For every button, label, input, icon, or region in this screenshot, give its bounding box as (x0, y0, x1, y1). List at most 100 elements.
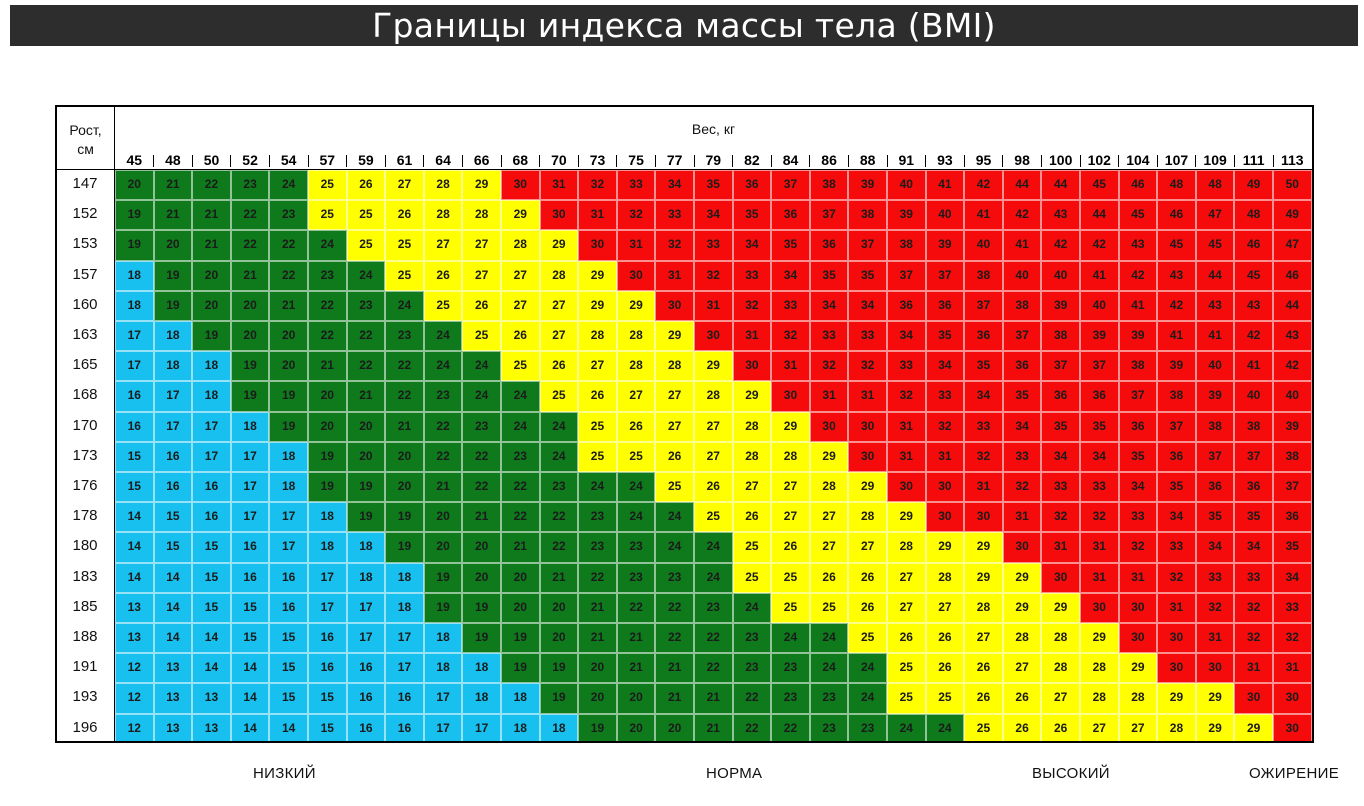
weight-label: 66 (473, 152, 490, 168)
bmi-cell: 38 (1002, 290, 1042, 321)
bmi-cell: 31 (964, 472, 1003, 503)
bmi-cell: 21 (539, 562, 579, 593)
bmi-cell: 27 (809, 502, 849, 533)
bmi-cell: 28 (616, 351, 656, 382)
bmi-cell: 49 (1234, 170, 1273, 201)
bmi-cell: 31 (771, 351, 810, 382)
bmi-cell: 41 (1195, 321, 1235, 352)
bmi-cell: 40 (1041, 260, 1080, 291)
bmi-cell: 32 (1234, 592, 1273, 623)
bmi-cell: 44 (1195, 260, 1235, 291)
bmi-cell: 40 (1195, 351, 1235, 382)
bmi-cell: 25 (887, 653, 926, 684)
bmi-cell: 17 (192, 411, 231, 442)
bmi-cell: 36 (1080, 381, 1119, 412)
bmi-cell: 23 (655, 562, 694, 593)
bmi-cell: 33 (732, 260, 772, 291)
bmi-cell: 33 (1080, 472, 1119, 503)
weight-label: 48 (165, 152, 181, 168)
bmi-cell: 20 (269, 321, 308, 352)
bmi-cell: 23 (616, 532, 656, 563)
bmi-cell: 18 (346, 562, 386, 593)
bmi-cell: 24 (848, 683, 887, 714)
bmi-cell: 21 (655, 683, 694, 714)
bmi-cell: 23 (501, 441, 540, 472)
bmi-cell: 21 (385, 411, 424, 442)
bmi-cell: 20 (192, 260, 231, 291)
bmi-cell: 23 (616, 562, 656, 593)
bmi-cell: 28 (462, 200, 501, 231)
bmi-cell: 27 (771, 472, 810, 503)
bmi-cell: 31 (539, 170, 579, 201)
bmi-cell: 23 (578, 502, 617, 533)
bmi-cell: 35 (848, 260, 887, 291)
bmi-cell: 14 (269, 713, 308, 741)
bmi-cell: 24 (848, 653, 887, 684)
bmi-cell: 29 (1118, 653, 1158, 684)
bmi-cell: 24 (616, 502, 656, 533)
weight-label: 104 (1126, 152, 1150, 168)
bmi-cell: 20 (385, 472, 424, 503)
bmi-cell: 14 (192, 653, 231, 684)
bmi-cell: 43 (1041, 200, 1080, 231)
bmi-cell: 20 (423, 502, 463, 533)
weight-label: 61 (396, 152, 413, 168)
bmi-cell: 42 (964, 170, 1003, 201)
bmi-cell: 22 (385, 351, 424, 382)
bmi-cell: 17 (269, 502, 308, 533)
bmi-cell: 23 (385, 321, 424, 352)
bmi-cell: 22 (230, 230, 270, 261)
bmi-cell: 26 (385, 200, 424, 231)
bmi-cell: 18 (385, 562, 424, 593)
weight-label: 95 (975, 152, 992, 168)
weight-separator (886, 155, 888, 167)
bmi-cell: 27 (578, 351, 617, 382)
bmi-cell: 25 (578, 441, 617, 472)
legend-label-normal: НОРМА (706, 765, 763, 782)
weight-separator (191, 155, 193, 167)
bmi-cell: 19 (153, 260, 193, 291)
bmi-cell: 20 (385, 441, 424, 472)
bmi-cell: 29 (1195, 683, 1235, 714)
bmi-cell: 22 (539, 532, 579, 563)
bmi-cell: 30 (539, 200, 579, 231)
bmi-cell: 33 (655, 200, 694, 231)
bmi-cell: 16 (192, 502, 231, 533)
bmi-cell: 35 (732, 200, 772, 231)
bmi-cell: 28 (1041, 653, 1080, 684)
bmi-cell: 16 (308, 653, 347, 684)
bmi-cell: 28 (1041, 623, 1080, 654)
height-label: 191 (72, 658, 98, 676)
bmi-cell: 49 (1273, 200, 1312, 231)
bmi-cell: 28 (616, 321, 656, 352)
bmi-cell: 16 (153, 472, 193, 503)
bmi-cell: 21 (308, 351, 347, 382)
weight-separator (1195, 155, 1197, 167)
weight-separator (963, 155, 965, 167)
bmi-cell: 15 (115, 472, 154, 503)
bmi-cell: 18 (230, 411, 270, 442)
bmi-cell: 18 (539, 713, 579, 741)
bmi-cell: 30 (848, 411, 887, 442)
bmi-cell: 31 (1234, 653, 1273, 684)
bmi-cell: 26 (346, 170, 386, 201)
bmi-cell: 17 (462, 713, 501, 741)
bmi-cell: 25 (346, 200, 386, 231)
bmi-cell: 29 (578, 260, 617, 291)
bmi-cell: 34 (848, 290, 887, 321)
bmi-cell: 22 (423, 441, 463, 472)
weight-separator (307, 155, 309, 167)
bmi-cell: 22 (501, 502, 540, 533)
weight-separator (384, 155, 386, 167)
bmi-cell: 27 (925, 592, 965, 623)
bmi-cell: 21 (230, 260, 270, 291)
bmi-cell: 17 (308, 562, 347, 593)
bmi-cell: 26 (848, 592, 887, 623)
bmi-cell: 29 (1002, 592, 1042, 623)
bmi-cell: 28 (423, 200, 463, 231)
weight-separator (925, 155, 927, 167)
bmi-cell: 30 (925, 502, 965, 533)
bmi-cell: 37 (887, 260, 926, 291)
bmi-cell: 43 (1234, 290, 1273, 321)
bmi-cell: 46 (1273, 260, 1312, 291)
